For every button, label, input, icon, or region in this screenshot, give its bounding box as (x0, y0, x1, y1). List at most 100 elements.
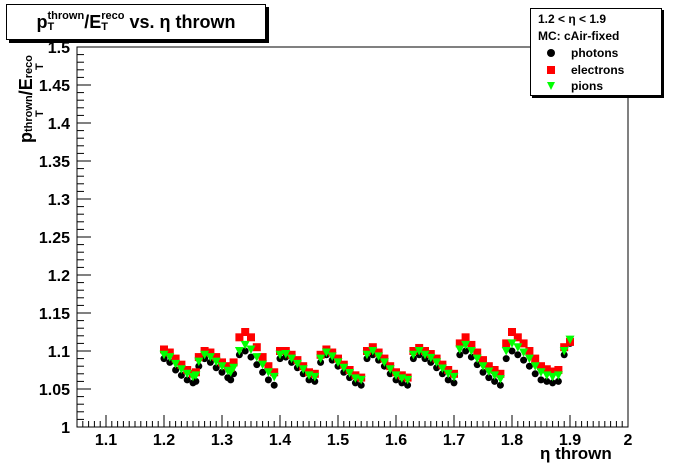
point-photons (259, 368, 267, 376)
y-axis: 1 1.05 1.1 1.15 1.2 1.25 1.3 1.35 1.4 1.45 1.5 (39, 40, 91, 437)
point-pions (165, 353, 175, 362)
point-photons (247, 353, 255, 361)
point-electrons (258, 353, 267, 362)
point-pions (385, 365, 395, 374)
ylab-denominator: E (16, 78, 36, 91)
point-electrons (252, 343, 261, 352)
legend-eta-range: 1.2 < η < 1.9 (538, 12, 607, 26)
point-photons (192, 377, 200, 385)
point-pions (379, 358, 389, 367)
title-slash: / (84, 11, 90, 32)
point-pions (548, 372, 558, 382)
y-tick-label: 1.05 (39, 382, 70, 399)
point-photons (438, 370, 446, 378)
point-pions (200, 350, 210, 360)
point-pions (298, 365, 308, 374)
point-electrons (171, 354, 180, 363)
point-pions (263, 368, 273, 377)
point-photons (398, 379, 406, 387)
point-photons (404, 381, 412, 389)
y-tick-label: 1.35 (39, 154, 70, 171)
square-marker-icon (541, 65, 561, 75)
point-photons (346, 374, 354, 382)
point-electrons (467, 340, 476, 349)
point-photons (270, 381, 278, 389)
point-electrons (531, 354, 540, 363)
point-photons (543, 377, 551, 385)
point-electrons (508, 328, 516, 336)
point-pions (246, 345, 256, 354)
point-pions (437, 364, 447, 373)
y-tick-label: 1.1 (48, 344, 70, 361)
y-tick-label: 1.3 (48, 192, 70, 209)
point-pions (391, 371, 401, 380)
point-pions (217, 362, 227, 371)
point-pions (362, 350, 372, 360)
point-photons (218, 368, 226, 376)
point-pions (287, 354, 297, 364)
ylab-num-sub: T (34, 110, 46, 118)
point-electrons (229, 358, 238, 367)
point-electrons (484, 362, 493, 371)
point-pions (205, 353, 215, 362)
legend-label-pions: pions (571, 79, 603, 93)
point-pions (408, 350, 418, 360)
point-pions (182, 369, 192, 379)
point-electrons (194, 353, 203, 362)
point-pions (519, 348, 529, 358)
y-tick-label: 1.4 (48, 116, 70, 133)
triangle-marker-icon (541, 81, 561, 91)
point-photons (450, 379, 458, 387)
point-pions (443, 369, 453, 379)
point-pions (449, 372, 459, 382)
point-photons (525, 362, 533, 370)
point-electrons (479, 356, 487, 365)
legend-entry-pions: pions (541, 78, 603, 94)
point-pions (281, 350, 291, 359)
point-electrons (519, 339, 528, 348)
point-photons (183, 376, 191, 384)
point-photons (520, 356, 528, 364)
point-electrons (502, 339, 511, 348)
point-pions (333, 358, 343, 367)
point-pions (191, 371, 201, 380)
point-photons (549, 379, 557, 387)
point-photons (311, 377, 319, 385)
point-pions (461, 340, 471, 350)
point-photons (554, 377, 562, 385)
y-tick-label: 1.2 (48, 268, 70, 285)
point-electrons (554, 366, 563, 374)
point-pions (234, 347, 244, 356)
x-tick-label: 1.2 (153, 432, 175, 449)
point-pions (176, 365, 186, 374)
point-pions (426, 353, 436, 363)
x-axis-label: η thrown (540, 444, 612, 463)
point-pions (403, 375, 413, 385)
point-pions (356, 375, 366, 385)
point-pions (275, 350, 285, 360)
title-den-sup: reco (101, 10, 125, 22)
point-photons (496, 381, 504, 389)
point-pions (316, 354, 326, 364)
point-photons (485, 374, 493, 382)
point-electrons (247, 333, 255, 342)
y-tick-label: 1.15 (39, 306, 70, 323)
ylab-slash: / (16, 90, 36, 96)
point-pions (472, 354, 482, 364)
y-tick-label: 1.25 (39, 230, 70, 247)
point-photons (212, 364, 220, 372)
point-photons (531, 370, 539, 378)
circle-marker-icon (541, 48, 561, 58)
point-electrons (473, 348, 482, 357)
point-photons (392, 376, 400, 384)
x-tick-label: 1.6 (385, 432, 407, 449)
point-pions (339, 363, 349, 373)
title-den-sub: T (101, 21, 108, 33)
point-pions (432, 358, 442, 367)
title-num-sup: thrown (47, 10, 85, 22)
point-pions (507, 339, 517, 348)
point-pions (553, 371, 563, 380)
title-suffix: vs. η thrown (124, 11, 236, 32)
ylab-numerator: p (16, 131, 36, 143)
